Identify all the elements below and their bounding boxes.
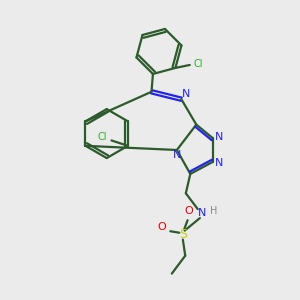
Text: O: O: [157, 222, 166, 232]
Text: H: H: [210, 206, 217, 216]
Text: Cl: Cl: [98, 133, 107, 142]
Text: N: N: [173, 150, 181, 161]
Text: N: N: [182, 89, 190, 99]
Text: Cl: Cl: [194, 59, 203, 69]
Text: N: N: [215, 158, 224, 168]
Text: S: S: [179, 228, 187, 241]
Text: N: N: [215, 132, 224, 142]
Text: O: O: [184, 206, 193, 216]
Text: N: N: [198, 208, 206, 218]
